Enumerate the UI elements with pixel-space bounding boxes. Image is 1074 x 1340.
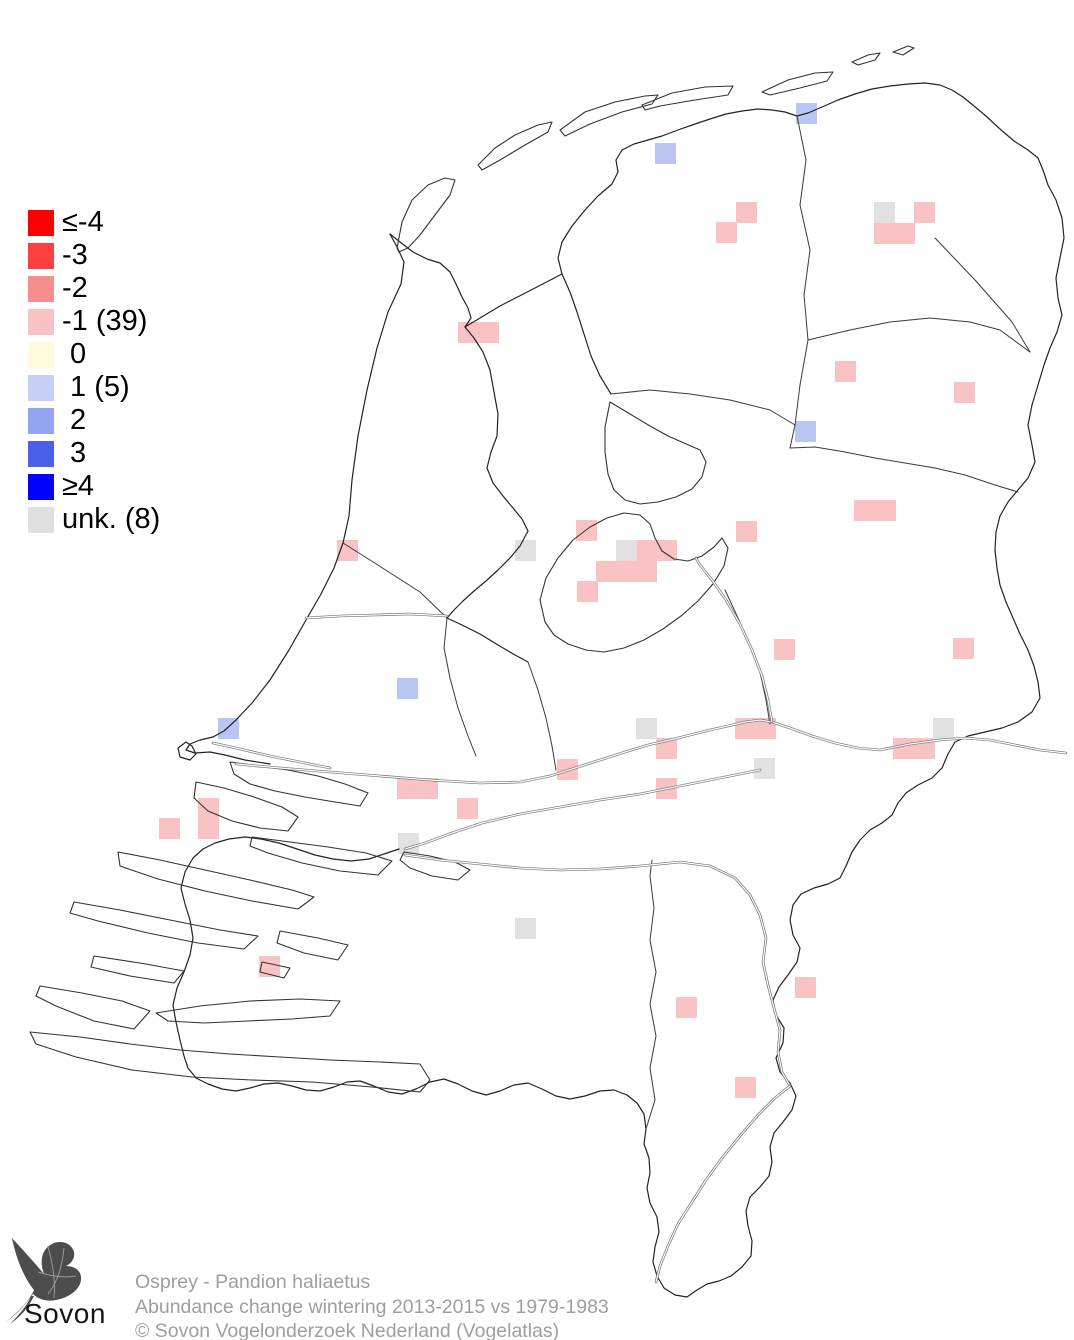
map-cell-value--1 [954, 382, 975, 403]
sovon-swallow-logo-icon [6, 1238, 82, 1324]
map-cell-value-unk [398, 833, 419, 854]
legend-swatch [28, 374, 54, 401]
map-cell-value-1 [218, 718, 239, 739]
legend-item: -3 [28, 239, 160, 272]
map-cell-value--1 [716, 222, 737, 243]
map-cell-value-unk [616, 540, 637, 561]
legend-item-label: ≥4 [62, 470, 95, 502]
legend-swatch [28, 209, 54, 236]
legend-item: ≤-4 [28, 206, 160, 239]
legend-item-label: 0 [62, 338, 87, 370]
legend-item-label: -2 [62, 272, 88, 304]
legend-swatch [28, 440, 54, 467]
map-cell-value--1 [854, 500, 875, 521]
map-cell-value--1 [596, 561, 617, 582]
legend-item-label: -1 (39) [62, 305, 148, 337]
sovon-logo-text: Sovon [24, 1298, 106, 1329]
caption-species: Osprey - Pandion haliaetus [135, 1271, 371, 1293]
legend-swatch [28, 275, 54, 302]
map-cell-value--1 [875, 500, 896, 521]
legend-item-label: 3 [62, 437, 87, 469]
map-cell-value-unk [874, 202, 895, 223]
legend: ≤-4 -3 -2 -1 (39) 0 1 (5) 2 3 ≥4 unk. (8) [28, 206, 160, 536]
map-cell-value-1 [397, 678, 418, 699]
map-cell-value--1 [576, 520, 597, 541]
legend-item: 3 [28, 437, 160, 470]
legend-item-label: 1 (5) [62, 371, 130, 403]
caption-copyright: © Sovon Vogelonderzoek Nederland (Vogela… [135, 1320, 560, 1340]
map-cell-value--1 [835, 361, 856, 382]
map-cell-value--1 [417, 778, 438, 799]
map-cell-value--1 [736, 202, 757, 223]
legend-item: 1 (5) [28, 371, 160, 404]
map-cell-value--1 [755, 718, 776, 739]
legend-item-label: -3 [62, 239, 88, 271]
map-cell-value--1 [397, 778, 418, 799]
legend-item-label: unk. (8) [62, 503, 161, 535]
map-cell-value--1 [656, 540, 677, 561]
legend-item-label: 2 [62, 404, 87, 436]
map-caption: Osprey - Pandion haliaetus Abundance cha… [135, 1270, 609, 1340]
map-cell-value--1 [735, 1077, 756, 1098]
legend-swatch [28, 341, 54, 368]
map-cell-value-unk [515, 918, 536, 939]
map-cell-value--1 [774, 639, 795, 660]
map-cell-value--1 [894, 223, 915, 244]
legend-item: unk. (8) [28, 503, 160, 536]
map-cell-value--1 [736, 521, 757, 542]
legend-swatch [28, 473, 54, 500]
map-cell-value--1 [159, 818, 180, 839]
map-cell-value-unk [754, 758, 775, 779]
legend-swatch [28, 242, 54, 269]
legend-item: ≥4 [28, 470, 160, 503]
legend-swatch [28, 308, 54, 335]
map-cell-value--1 [616, 561, 637, 582]
legend-item: -2 [28, 272, 160, 305]
map-cell-value-unk [933, 718, 954, 739]
map-cell-value--1 [914, 202, 935, 223]
legend-item: 2 [28, 404, 160, 437]
map-cell-value--1 [676, 997, 697, 1018]
map-cell-value--1 [636, 561, 657, 582]
map-cell-value--1 [457, 798, 478, 819]
legend-item-label: ≤-4 [62, 206, 104, 238]
caption-subtitle: Abundance change wintering 2013-2015 vs … [135, 1295, 609, 1318]
map-cell-value-1 [655, 143, 676, 164]
legend-swatch [28, 407, 54, 434]
map-cell-value-1 [795, 421, 816, 442]
map-cell-value--1 [577, 581, 598, 602]
map-cell-value--1 [478, 322, 499, 343]
map-cell-value--1 [874, 223, 895, 244]
map-cell-value--1 [259, 956, 280, 977]
map-cell-value--1 [953, 638, 974, 659]
legend-item: -1 (39) [28, 305, 160, 338]
map-cell-value-unk [636, 718, 657, 739]
map-cell-value--1 [198, 818, 219, 839]
map-cell-value--1 [636, 540, 657, 561]
legend-item: 0 [28, 338, 160, 371]
map-cell-value--1 [795, 977, 816, 998]
legend-swatch [28, 506, 54, 533]
